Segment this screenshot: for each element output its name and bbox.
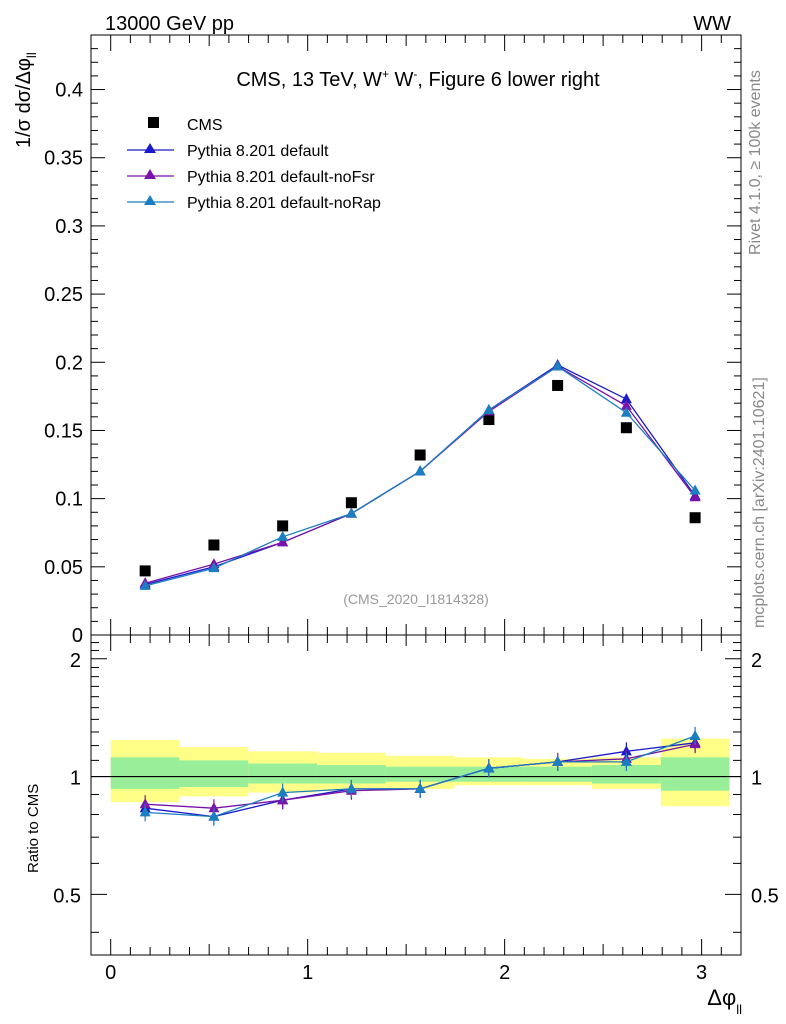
header-energy-label: 13000 GeV pp bbox=[105, 13, 234, 35]
ratio-plot-marks bbox=[91, 726, 741, 826]
cms-data-point bbox=[277, 520, 289, 532]
cms-data-point bbox=[345, 497, 357, 509]
mc-point-noFsr bbox=[689, 491, 701, 502]
x-axis-label-sub: ll bbox=[736, 1002, 742, 1017]
mcplots-citation-label: mcplots.cern.ch [arXiv:2401.10621] bbox=[751, 377, 768, 628]
uncertainty-band-inner bbox=[179, 760, 249, 788]
main-plot-panel: 0.05 0.1 0.15 0.2 0.25 0.3 0.35 0.4 0 CMS, 13 Te… bbox=[13, 34, 742, 647]
mc-point-noRap bbox=[414, 465, 426, 476]
title-part-pre: CMS, 13 TeV, W bbox=[236, 69, 382, 91]
cms-data-point bbox=[208, 539, 220, 551]
uncertainty-band-inner bbox=[523, 766, 592, 782]
title-sup-plus: + bbox=[382, 67, 389, 81]
mc-point-noRap bbox=[345, 507, 357, 518]
cms-data-point bbox=[483, 414, 495, 426]
ratio-point-noRap bbox=[620, 755, 632, 766]
main-plot-marks bbox=[139, 359, 701, 590]
main-axis-ticks: 0.05 0.1 0.15 0.2 0.25 0.3 0.35 0.4 0 bbox=[44, 35, 742, 647]
plot-title: CMS, 13 TeV, W+ W-, Figure 6 lower right bbox=[236, 67, 600, 91]
mc-point-noRap bbox=[620, 406, 632, 417]
ratio-point-noFsr bbox=[208, 802, 220, 813]
main-y-tick-label: 0.25 bbox=[44, 284, 83, 306]
mc-point-noRap bbox=[689, 484, 701, 495]
main-y-tick-label: 0.3 bbox=[55, 216, 83, 238]
ratio-point-noRap bbox=[208, 810, 220, 821]
x-tick-label: 3 bbox=[696, 962, 707, 984]
ratio-point-noRap bbox=[345, 782, 357, 793]
title-part-mid: W bbox=[389, 69, 414, 91]
analysis-id-label: (CMS_2020_I1814328) bbox=[343, 591, 489, 607]
cms-data-point bbox=[552, 379, 564, 391]
ratio-point-noRap bbox=[552, 755, 564, 766]
uncertainty-band-inner bbox=[591, 765, 661, 784]
rivet-version-label: Rivet 4.1.0, ≥ 100k events bbox=[747, 70, 764, 255]
main-y-tick-label: 0.05 bbox=[44, 557, 83, 579]
ratio-axis-ticks: 0.5 0.5 1 1 2 2 0 1 2 3 bbox=[53, 635, 779, 984]
ratio-y-tick-label-right: 0.5 bbox=[751, 885, 779, 907]
ratio-point-noRap bbox=[414, 782, 426, 793]
uncertainty-band-inner bbox=[385, 766, 455, 782]
legend-label-default: Pythia 8.201 default bbox=[187, 143, 329, 160]
legend-marker-nofsr bbox=[144, 169, 156, 179]
ratio-point-noRap bbox=[689, 729, 701, 740]
ratio-point-noRap bbox=[139, 806, 151, 817]
legend-marker-default bbox=[144, 143, 156, 153]
ratio-point-noRap bbox=[277, 786, 289, 797]
ratio-y-tick-label-right: 1 bbox=[751, 768, 762, 790]
cms-data-point bbox=[620, 422, 632, 434]
mc-point-noFsr bbox=[620, 399, 632, 410]
main-y-axis-label: 1/σ dσ/Δφll bbox=[13, 52, 39, 148]
ratio-y-tick-label: 2 bbox=[70, 650, 81, 672]
title-sup-minus: - bbox=[413, 67, 417, 81]
uncertainty-band-inner bbox=[110, 757, 180, 789]
legend-label-cms: CMS bbox=[187, 117, 223, 134]
ratio-y-tick-label: 1 bbox=[70, 768, 81, 790]
main-y-axis-label-text: 1/σ dσ/Δφ bbox=[13, 58, 35, 148]
main-y-tick-label: 0.1 bbox=[55, 489, 83, 511]
main-y-tick-label: 0.15 bbox=[44, 420, 83, 442]
ratio-point-noRap bbox=[483, 762, 495, 773]
ratio-y-axis-label: Ratio to CMS bbox=[25, 784, 42, 873]
legend-label-nofsr: Pythia 8.201 default-noFsr bbox=[187, 169, 375, 186]
mc-point-noRap bbox=[483, 404, 495, 414]
mc-point-noFsr bbox=[277, 536, 289, 547]
cms-data-point bbox=[139, 565, 151, 577]
x-tick-label: 1 bbox=[302, 962, 313, 984]
main-y-tick-label: 0.2 bbox=[55, 352, 83, 374]
title-part-post: , Figure 6 lower right bbox=[417, 69, 600, 91]
ratio-y-tick-label-right: 2 bbox=[751, 650, 762, 672]
legend-marker-norap bbox=[144, 195, 156, 205]
ratio-point-noFsr bbox=[139, 798, 151, 809]
mc-point-noRap bbox=[552, 360, 564, 371]
legend-label-norap: Pythia 8.201 default-noRap bbox=[187, 195, 381, 212]
cms-data-point bbox=[689, 512, 701, 524]
main-y-tick-label: 0.4 bbox=[55, 80, 83, 102]
header-process-label: WW bbox=[693, 13, 731, 35]
ratio-plot-panel: 0.5 0.5 1 1 2 2 0 1 2 3 Ratio to CMS Δφll bbox=[25, 634, 779, 1017]
x-axis-label: Δφll bbox=[707, 985, 742, 1017]
uncertainty-band-inner bbox=[248, 763, 317, 784]
mc-line-noRap bbox=[145, 365, 696, 587]
legend-marker-cms bbox=[148, 117, 159, 128]
mc-point-noRap bbox=[139, 579, 151, 590]
uncertainty-band-inner bbox=[316, 765, 386, 784]
mc-point-noRap bbox=[208, 562, 220, 573]
x-axis-label-text: Δφ bbox=[707, 985, 736, 1010]
x-tick-label: 0 bbox=[105, 962, 116, 984]
main-y-zero-label: 0 bbox=[72, 625, 83, 647]
main-y-tick-label: 0.35 bbox=[44, 148, 83, 170]
mc-point-default bbox=[620, 393, 632, 404]
legend: CMS Pythia 8.201 default Pythia 8.201 de… bbox=[127, 117, 381, 212]
cms-data-point bbox=[414, 449, 426, 461]
x-tick-label: 2 bbox=[499, 962, 510, 984]
main-y-axis-label-sub: ll bbox=[24, 52, 39, 58]
mc-point-noRap bbox=[277, 530, 289, 541]
ratio-y-tick-label: 0.5 bbox=[53, 885, 81, 907]
uncertainty-band-inner bbox=[660, 757, 730, 791]
ratio-plot-frame bbox=[90, 634, 742, 956]
